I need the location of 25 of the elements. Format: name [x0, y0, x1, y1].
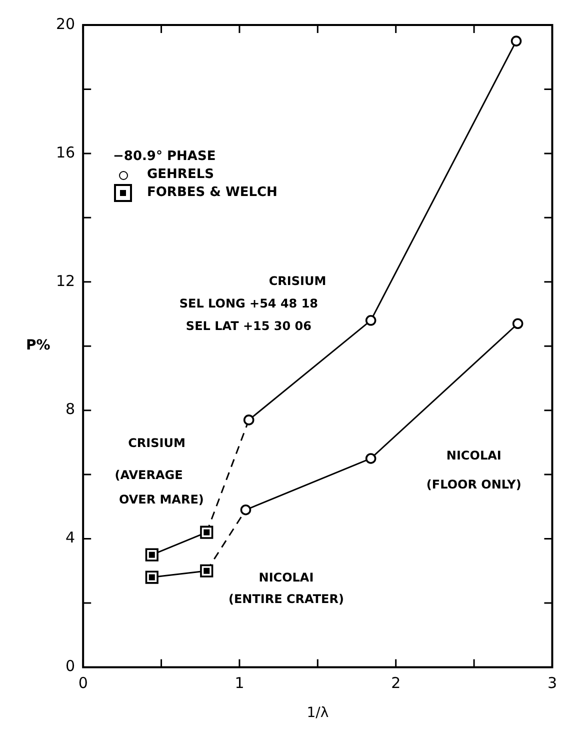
y-tick-label: 16 [56, 143, 76, 162]
x-tick-label: 0 [78, 674, 88, 692]
legend-label: GEHRELS [147, 166, 214, 184]
y-tick-label: 0 [66, 657, 76, 676]
x-axis-title: 1/λ [306, 705, 329, 722]
annotation: SEL LONG +54 48 18 [179, 296, 318, 310]
y-tick-label: 20 [56, 14, 76, 33]
annotation: (FLOOR ONLY) [426, 478, 522, 492]
annotation: (AVERAGE [114, 468, 183, 482]
x-tick-label: 3 [547, 674, 557, 692]
annotation: NICOLAI [258, 570, 314, 585]
annotation: SEL LAT +15 30 06 [186, 318, 312, 333]
legend-title: −80.9° PHASE [113, 148, 217, 166]
y-tick-label: 8 [66, 400, 76, 418]
annotation: NICOLAI [446, 448, 502, 463]
legend-label: FORBES & WELCH [147, 184, 278, 202]
y-tick-label: 4 [66, 528, 76, 547]
y-axis-title: P% [26, 338, 50, 354]
x-tick-label: 1 [234, 674, 244, 692]
x-tick-label: 2 [391, 674, 401, 692]
annotation: (ENTIRE CRATER) [228, 592, 344, 606]
annotation: CRISIUM [268, 274, 326, 288]
y-tick-label: 12 [56, 272, 76, 290]
annotation: OVER MARE) [118, 492, 204, 506]
annotation: CRISIUM [128, 436, 186, 450]
